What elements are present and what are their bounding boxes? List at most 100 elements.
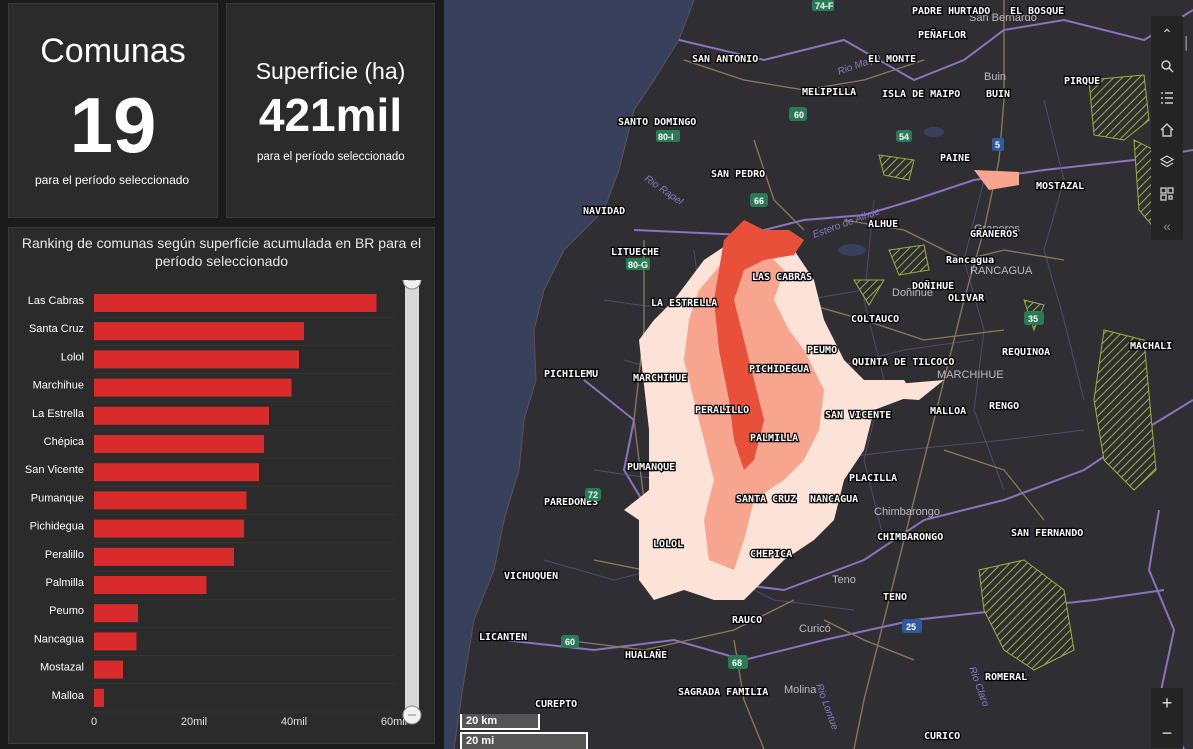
- scale-km: 20 km: [460, 714, 540, 730]
- kpi-card-comunas: Comunas 19 para el período seleccionado: [8, 3, 218, 218]
- comuna-label: SANTA CRUZ: [736, 494, 796, 505]
- collapse-up-icon[interactable]: ⌃: [1161, 25, 1173, 42]
- comuna-label: LICANTEN: [479, 632, 527, 643]
- comuna-label: PEUMO: [807, 345, 837, 356]
- qr-grid-icon[interactable]: [1151, 179, 1183, 209]
- zoom-out-button[interactable]: −: [1161, 722, 1173, 743]
- comuna-label: PLACILLA: [849, 473, 897, 484]
- comuna-label: SAN PEDRO: [711, 169, 765, 180]
- comuna-label: LA ESTRELLA: [651, 298, 717, 309]
- comuna-label: BUIN: [986, 89, 1010, 100]
- route-shield: 74-F: [815, 1, 834, 11]
- bar-category-label: Lolol: [61, 351, 84, 363]
- bar[interactable]: [94, 463, 259, 482]
- slider-handle-top[interactable]: [402, 280, 422, 290]
- comuna-label: PAINE: [940, 153, 970, 164]
- bar-category-label: Las Cabras: [28, 295, 85, 307]
- bar[interactable]: [94, 660, 123, 679]
- comuna-label: MALLOA: [930, 406, 966, 417]
- comuna-label: PERALILLO: [695, 405, 749, 416]
- bar[interactable]: [94, 350, 299, 369]
- town-label: Teno: [832, 574, 856, 586]
- comuna-label: SANTO DOMINGO: [618, 117, 696, 128]
- kpi-title: Comunas: [40, 32, 186, 70]
- bar[interactable]: [94, 519, 244, 538]
- zoom-in-button[interactable]: +: [1161, 692, 1173, 713]
- comuna-label: EL BOSQUE: [1010, 6, 1064, 17]
- comuna-label: ALHUE: [868, 219, 898, 230]
- map-canvas[interactable]: Rio Maipo Rio Rapel Estero de Alhue Rio …: [444, 0, 1193, 749]
- route-shield: 54: [899, 132, 909, 142]
- comuna-label: RAUCO: [732, 615, 762, 626]
- search-icon[interactable]: [1151, 51, 1183, 81]
- bar[interactable]: [94, 294, 377, 312]
- route-shield: 66: [754, 196, 764, 206]
- route-shield: 68: [732, 658, 742, 668]
- kpi-value: 421mil: [258, 89, 403, 141]
- bar[interactable]: [94, 322, 304, 341]
- bar[interactable]: [94, 547, 234, 566]
- bar-category-label: San Vicente: [25, 464, 84, 476]
- comuna-label: HUALAÑE: [625, 648, 667, 661]
- kpi-title: Superficie (ha): [255, 58, 406, 84]
- bar[interactable]: [94, 632, 137, 651]
- comuna-label: PIRQUE: [1064, 76, 1100, 87]
- chart-title: Ranking de comunas según superficie acum…: [21, 235, 422, 269]
- comuna-label: CHIMBARONGO: [877, 532, 943, 543]
- comuna-label: SAN VICENTE: [825, 410, 891, 421]
- route-shield: 60: [565, 637, 575, 647]
- x-tick-label: 20mil: [181, 716, 207, 728]
- town-label: San Bernardo: [969, 12, 1037, 24]
- bar-category-label: Pumanque: [31, 492, 84, 504]
- comuna-label: VICHUQUEN: [504, 571, 558, 582]
- comuna-label: CHEPICA: [750, 549, 792, 560]
- comuna-label: NAVIDAD: [583, 206, 625, 217]
- comuna-label: DOÑIHUE: [912, 279, 954, 292]
- comuna-label: MOSTAZAL: [1036, 181, 1084, 192]
- comuna-label: EL MONTE: [868, 54, 916, 65]
- bar[interactable]: [94, 406, 269, 425]
- home-icon[interactable]: [1151, 115, 1183, 145]
- comuna-label: OLIVAR: [948, 293, 985, 304]
- scale-mi: 20 mi: [460, 732, 588, 749]
- bar[interactable]: [94, 604, 138, 623]
- comuna-label: PALMILLA: [750, 433, 798, 444]
- bar[interactable]: [94, 491, 247, 510]
- route-shield: 80-I: [658, 132, 674, 142]
- comuna-label: MARCHIHUE: [633, 373, 687, 384]
- bar[interactable]: [94, 576, 207, 594]
- river-label: Rio Rapel: [642, 173, 685, 208]
- map-view[interactable]: Rio Maipo Rio Rapel Estero de Alhue Rio …: [444, 0, 1193, 749]
- bar-category-label: La Estrella: [32, 408, 85, 420]
- range-slider-track[interactable]: [405, 280, 419, 715]
- comuna-label: CURICO: [924, 731, 960, 742]
- comuna-label: MELIPILLA: [802, 87, 856, 98]
- route-shield: 35: [1028, 314, 1038, 324]
- bar-category-label: Pichidegua: [30, 521, 85, 533]
- comuna-label: PICHIDEGUA: [749, 364, 809, 375]
- ranking-chart-card: Ranking de comunas según superficie acum…: [8, 227, 435, 744]
- comuna-label: PEÑAFLOR: [918, 28, 967, 41]
- comuna-label: MACHALI: [1130, 341, 1172, 352]
- comuna-label: PICHILEMU: [544, 369, 598, 380]
- layers-icon[interactable]: [1151, 147, 1183, 177]
- kpi-footnote: para el período seleccionado: [257, 151, 405, 163]
- town-label: Molina: [784, 684, 817, 696]
- comuna-label: SAN FERNANDO: [1011, 528, 1083, 539]
- comuna-label: CUREPTO: [535, 699, 577, 710]
- comuna-label: TENO: [883, 592, 907, 603]
- bar[interactable]: [94, 435, 264, 453]
- kpi-footnote: para el período seleccionado: [35, 173, 190, 187]
- zoom-controls: + −: [1151, 688, 1183, 748]
- bar[interactable]: [94, 688, 104, 707]
- more-icon[interactable]: │: [1183, 36, 1191, 50]
- bar[interactable]: [94, 378, 292, 397]
- comuna-label: COLTAUCO: [851, 314, 899, 325]
- coastline: [453, 0, 695, 749]
- kpi-card-superficie: Superficie (ha) 421mil para el período s…: [226, 3, 435, 218]
- collapse-left-icon[interactable]: «: [1163, 218, 1171, 234]
- bar-category-label: Marchihue: [33, 380, 84, 392]
- route-shield: 60: [794, 110, 804, 120]
- town-label: Doñihue: [892, 287, 933, 299]
- list-icon[interactable]: [1151, 83, 1183, 113]
